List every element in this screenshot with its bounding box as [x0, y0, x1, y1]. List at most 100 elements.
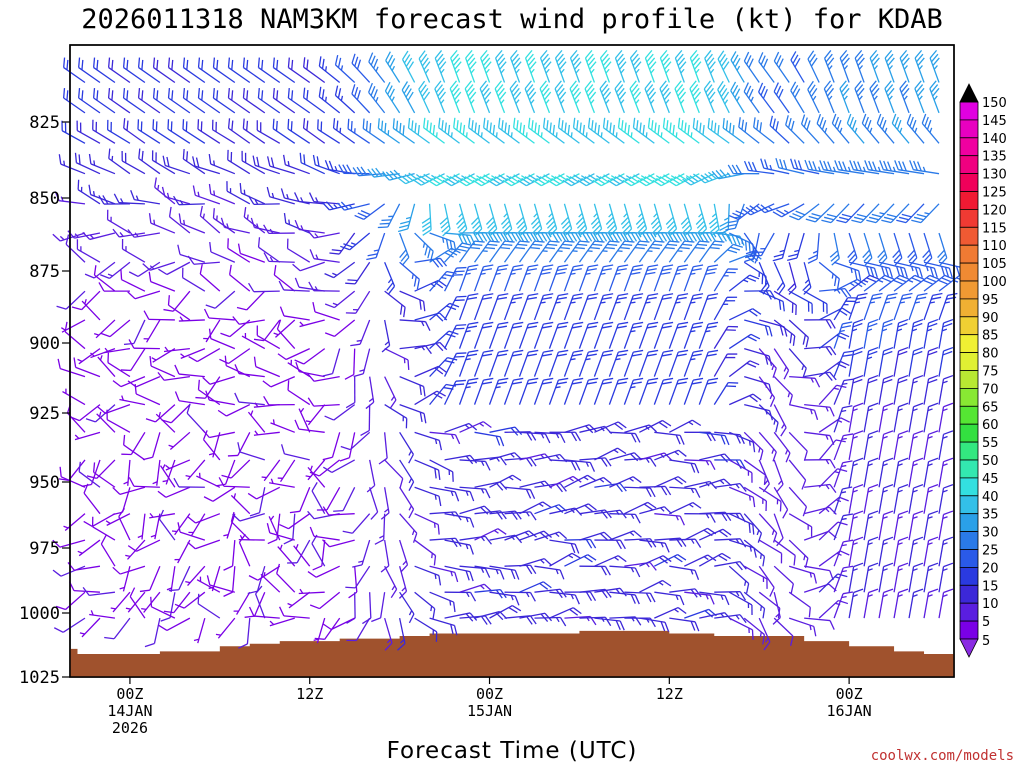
wind-barb [848, 588, 864, 619]
barb-feather [332, 118, 336, 129]
barb-staff [231, 540, 236, 567]
wind-barb [689, 80, 702, 114]
wind-barb [518, 377, 539, 405]
barb-staff [169, 592, 176, 618]
barb-feather [883, 430, 894, 435]
wind-barb [78, 57, 101, 84]
barb-feather [312, 565, 323, 571]
barb-staff [713, 203, 720, 230]
barb-staff [444, 422, 470, 433]
barb-half-feather [760, 605, 763, 611]
barb-feather [356, 89, 361, 100]
wind-barb [312, 154, 340, 175]
y-tick-label: 900 [29, 334, 60, 354]
wind-barb [104, 617, 131, 640]
barb-feather [468, 293, 479, 297]
barb-staff [109, 261, 131, 279]
barb-feather [602, 117, 606, 128]
barb-feather [246, 120, 249, 131]
wind-barb [307, 373, 340, 382]
barb-half-feather [660, 507, 665, 512]
barb-feather [674, 477, 683, 485]
barb-half-feather [614, 556, 619, 561]
barb-feather [762, 634, 766, 645]
barb-half-feather [464, 424, 470, 429]
wind-barb [789, 375, 821, 388]
barb-staff [62, 391, 86, 406]
barb-feather [652, 179, 662, 187]
barb-feather [56, 305, 67, 310]
wind-barb [758, 617, 771, 651]
barb-staff [853, 169, 880, 175]
barb-staff [78, 67, 101, 84]
barb-feather [928, 562, 939, 568]
barb-feather [663, 321, 674, 325]
wind-barb [158, 509, 176, 541]
barb-feather [324, 332, 335, 338]
barb-staff [758, 486, 782, 503]
barb-feather [842, 486, 853, 490]
wind-barb [608, 349, 629, 377]
wind-barb [139, 565, 161, 593]
barb-staff [533, 266, 544, 292]
wind-barb [503, 349, 524, 377]
barb-staff [130, 348, 146, 371]
wind-barb [743, 513, 763, 543]
barb-staff [659, 88, 670, 114]
wind-barb [698, 321, 719, 349]
barb-feather [724, 595, 730, 606]
barb-feather [943, 374, 954, 380]
barb-staff [65, 591, 86, 610]
barb-staff [229, 274, 251, 292]
wind-barb [893, 484, 909, 514]
barb-half-feather [450, 490, 454, 497]
barb-feather [854, 49, 863, 59]
barb-feather [842, 513, 854, 517]
wind-barb [399, 591, 415, 624]
wind-barb [639, 539, 670, 553]
barb-half-feather [590, 99, 595, 104]
barb-feather [645, 84, 654, 93]
barb-feather [423, 413, 427, 424]
barb-feather [943, 346, 954, 352]
barb-half-feather [300, 407, 305, 413]
barb-half-feather [446, 175, 452, 179]
barb-staff [121, 160, 146, 175]
barb-feather [340, 245, 350, 251]
wind-barb [249, 487, 266, 517]
barb-feather [216, 59, 219, 70]
barb-feather [81, 90, 84, 101]
barb-staff [654, 537, 681, 541]
barb-half-feather [897, 516, 903, 520]
barb-staff [744, 319, 770, 328]
barb-feather [928, 457, 939, 463]
barb-feather [939, 257, 948, 266]
barb-staff [519, 501, 543, 515]
barb-staff [938, 295, 949, 321]
barb-staff [623, 351, 634, 377]
barb-half-feather [545, 99, 550, 104]
barb-staff [573, 127, 595, 144]
barb-feather [779, 158, 784, 169]
barb-staff [524, 88, 536, 114]
wind-barb [78, 461, 101, 488]
barb-staff [558, 127, 580, 144]
wind-barb [854, 80, 865, 114]
wind-barb [366, 232, 386, 261]
barb-staff [773, 60, 790, 83]
barb-staff [414, 312, 440, 321]
barb-feather [868, 216, 879, 221]
barb-feather [829, 620, 835, 630]
barb-feather [403, 84, 410, 94]
barb-staff [489, 565, 516, 571]
barb-feather [53, 627, 64, 633]
barb-half-feather [912, 435, 918, 439]
barb-staff [618, 127, 640, 144]
wind-barb [899, 49, 910, 83]
barb-staff [579, 509, 606, 515]
barb-feather [564, 122, 567, 133]
barb-feather [307, 373, 315, 382]
wind-barb [800, 114, 820, 144]
barb-half-feather [125, 607, 131, 610]
barb-feather [487, 179, 497, 187]
